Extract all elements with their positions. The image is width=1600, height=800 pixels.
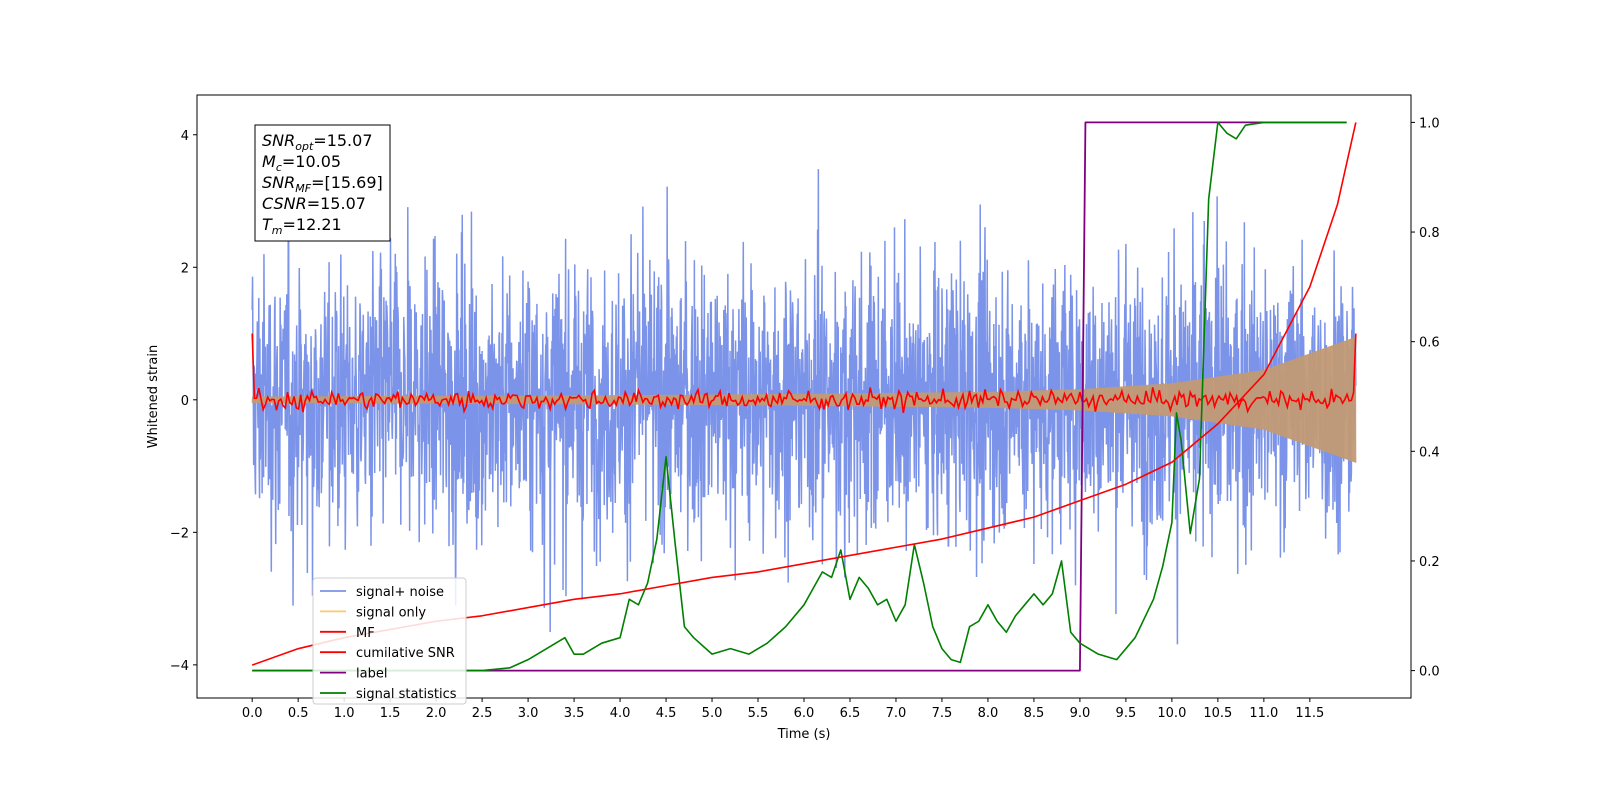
x-tick-label: 6.5	[840, 706, 861, 721]
y-right-tick-label: 0.4	[1419, 445, 1440, 460]
x-tick-label: 3.0	[518, 706, 539, 721]
y-tick-label: 4	[181, 129, 189, 144]
annotation-symbol: CSNR	[262, 194, 307, 213]
x-tick-label: 6.0	[794, 706, 815, 721]
annotation-value: =15.07	[307, 194, 366, 213]
y-right-tick-label: 0.2	[1419, 555, 1440, 570]
annotation-symbol: SNR	[262, 131, 295, 150]
x-tick-label: 1.0	[334, 706, 355, 721]
series-label	[252, 121, 1347, 672]
plot-area	[251, 121, 1357, 672]
series-signal-statistics	[252, 121, 1347, 672]
x-tick-label: 10.0	[1157, 706, 1186, 721]
annotation-symbol: M	[262, 152, 276, 171]
x-tick-label: 0.5	[288, 706, 309, 721]
annotation-subscript: c	[276, 161, 282, 174]
series-mf	[251, 333, 1357, 414]
x-tick-label: 7.5	[932, 706, 953, 721]
legend-label: MF	[356, 626, 375, 641]
annotation-line: Mc=10.05	[262, 152, 341, 174]
y-tick-label: −2	[170, 526, 189, 541]
annotation-value: =15.07	[313, 131, 372, 150]
annotation-frame	[254, 124, 391, 242]
legend-label: signal only	[356, 605, 426, 620]
series-group	[251, 121, 1357, 672]
annotation-line: Tm=12.21	[262, 215, 342, 237]
x-tick-label: 4.5	[656, 706, 677, 721]
annotation-value: =[15.69]	[311, 173, 383, 192]
y-right-tick-label: 1.0	[1419, 116, 1440, 131]
y-right-tick-label: 0.6	[1419, 336, 1440, 351]
x-tick-label: 10.5	[1203, 706, 1232, 721]
series-signal-only	[251, 336, 1357, 463]
annotation-subscript: m	[272, 224, 283, 237]
annotation-subscript: opt	[295, 140, 314, 153]
y-tick-label: −4	[170, 659, 189, 674]
annotation-value: =12.21	[283, 215, 342, 234]
legend-frame	[312, 577, 467, 705]
x-tick-label: 9.5	[1116, 706, 1137, 721]
legend-label: label	[356, 667, 387, 682]
annotation-line: SNRopt=15.07	[262, 131, 373, 153]
x-tick-label: 4.0	[610, 706, 631, 721]
annotation-symbol: SNR	[262, 173, 295, 192]
annotation-box: SNRopt=15.07Mc=10.05SNRMF=[15.69]CSNR=15…	[254, 124, 391, 242]
x-tick-label: 1.5	[380, 706, 401, 721]
x-tick-label: 8.5	[1024, 706, 1045, 721]
annotation-line: SNRMF=[15.69]	[262, 173, 383, 195]
y-axis-title: Whitened strain	[146, 345, 161, 448]
x-tick-label: 0.0	[242, 706, 263, 721]
annotation-line: CSNR=15.07	[262, 194, 366, 213]
x-tick-label: 11.5	[1295, 706, 1324, 721]
legend: signal+ noise signal only MF cumilative SNR…	[312, 577, 467, 705]
x-tick-label: 5.5	[748, 706, 769, 721]
axes: 0.0 0.5 1.0 1.5 2.0 2.5 3.0 3.5 4.0 4.5 5.0 5.5 6.0 6…	[170, 94, 1440, 721]
x-tick-label: 8.0	[978, 706, 999, 721]
legend-label: cumilative SNR	[356, 646, 455, 661]
annotation-symbol: T	[262, 215, 273, 234]
y-right-tick-label: 0.0	[1419, 665, 1440, 680]
annotation-value: =10.05	[282, 152, 341, 171]
x-tick-label: 2.0	[426, 706, 447, 721]
x-tick-label: 2.5	[472, 706, 493, 721]
legend-label: signal+ noise	[356, 585, 444, 600]
x-tick-label: 7.0	[886, 706, 907, 721]
x-tick-label: 5.0	[702, 706, 723, 721]
x-tick-label: 9.0	[1070, 706, 1091, 721]
x-axis-title: Time (s)	[777, 727, 831, 742]
x-tick-label: 3.5	[564, 706, 585, 721]
legend-label: signal statistics	[356, 687, 457, 702]
y-right-tick-label: 0.8	[1419, 226, 1440, 241]
x-tick-label: 11.0	[1249, 706, 1278, 721]
y-tick-label: 0	[181, 394, 189, 409]
y-tick-label: 2	[181, 261, 189, 276]
annotation-subscript: MF	[295, 182, 311, 195]
